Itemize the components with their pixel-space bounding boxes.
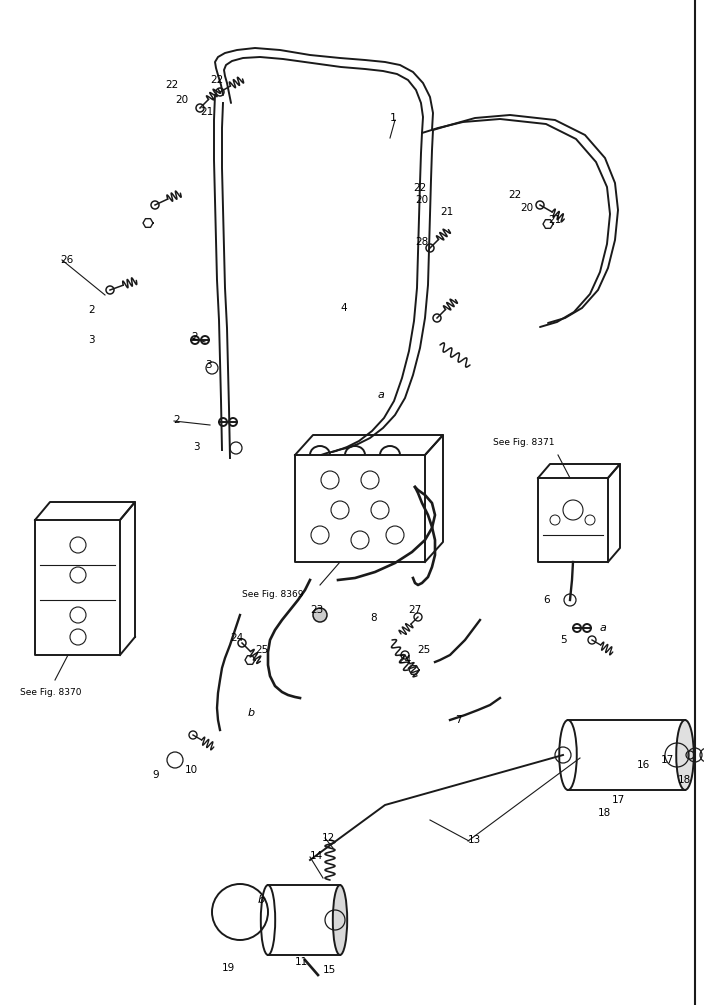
Text: b: b (258, 895, 265, 904)
Text: a: a (600, 623, 607, 633)
Text: 3: 3 (205, 360, 212, 370)
Text: 10: 10 (185, 765, 198, 775)
Text: 22: 22 (413, 183, 426, 193)
Text: See Fig. 8371: See Fig. 8371 (493, 438, 555, 447)
Ellipse shape (677, 720, 693, 790)
Text: 12: 12 (322, 833, 335, 843)
Text: See Fig. 8370: See Fig. 8370 (20, 688, 82, 697)
Ellipse shape (260, 885, 275, 955)
Text: 9: 9 (152, 770, 158, 780)
Text: 14: 14 (310, 851, 323, 861)
Text: 22: 22 (210, 75, 223, 85)
Circle shape (151, 201, 159, 209)
Text: See Fig. 8369: See Fig. 8369 (242, 590, 303, 599)
Text: 16: 16 (637, 760, 650, 770)
Text: 24: 24 (230, 633, 244, 643)
Text: 2: 2 (88, 305, 94, 315)
Ellipse shape (333, 885, 347, 955)
Text: 17: 17 (612, 795, 625, 805)
Text: 21: 21 (440, 207, 453, 217)
Text: 18: 18 (598, 808, 611, 818)
Text: 27: 27 (408, 605, 421, 615)
Text: 22: 22 (165, 80, 178, 90)
Text: a: a (378, 390, 385, 400)
Circle shape (433, 314, 441, 322)
Circle shape (238, 639, 246, 647)
Text: 5: 5 (560, 635, 567, 645)
Text: 23: 23 (310, 605, 323, 615)
Circle shape (196, 104, 204, 112)
Text: 1: 1 (390, 113, 397, 123)
Text: 18: 18 (678, 775, 691, 785)
Text: 20: 20 (175, 95, 188, 105)
Text: 20: 20 (415, 195, 428, 205)
Circle shape (588, 636, 596, 644)
Circle shape (426, 244, 434, 252)
Text: 2: 2 (191, 332, 198, 342)
Text: b: b (248, 708, 255, 718)
Text: 20: 20 (520, 203, 533, 213)
Text: 6: 6 (543, 595, 550, 605)
Text: 8: 8 (370, 613, 377, 623)
Text: 3: 3 (193, 442, 200, 452)
Text: 7: 7 (455, 715, 462, 725)
Text: 11: 11 (295, 957, 308, 967)
Text: 28: 28 (415, 237, 428, 247)
Text: 4: 4 (340, 303, 346, 313)
Circle shape (401, 651, 409, 659)
Circle shape (216, 88, 224, 96)
Circle shape (414, 613, 422, 621)
Ellipse shape (559, 720, 577, 790)
Text: 26: 26 (60, 255, 73, 265)
Text: 24: 24 (398, 655, 411, 665)
Text: 21: 21 (548, 215, 561, 225)
Text: 21: 21 (200, 107, 213, 117)
Text: 3: 3 (88, 335, 94, 345)
Circle shape (536, 201, 544, 209)
Text: 17: 17 (661, 755, 674, 765)
Circle shape (189, 731, 197, 739)
Text: 25: 25 (255, 645, 268, 655)
Text: 13: 13 (468, 835, 482, 845)
Text: 19: 19 (222, 963, 235, 973)
Circle shape (106, 286, 114, 294)
Text: 2: 2 (173, 415, 180, 425)
Circle shape (313, 608, 327, 622)
Text: 15: 15 (323, 965, 337, 975)
Text: 25: 25 (417, 645, 430, 655)
Text: 22: 22 (508, 190, 521, 200)
